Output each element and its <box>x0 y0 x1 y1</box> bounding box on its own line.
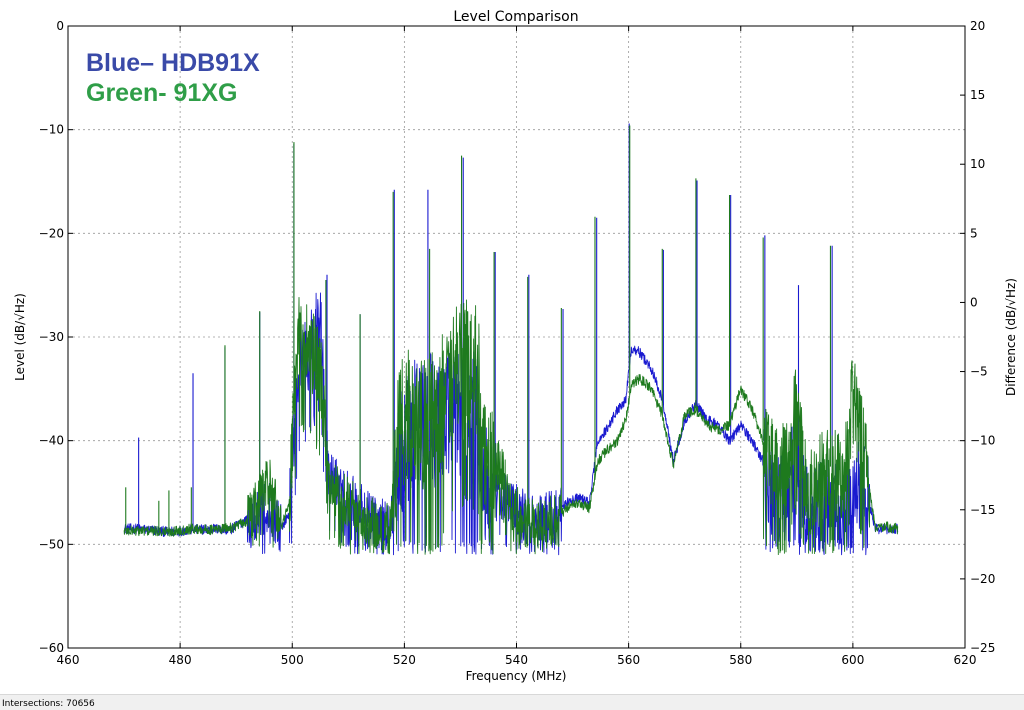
y-tick-label: 0 <box>56 19 64 33</box>
y2-tick-label: 15 <box>970 88 985 102</box>
y2-tick-label: 20 <box>970 19 985 33</box>
chart-title: Level Comparison <box>453 9 578 25</box>
x-tick-label: 580 <box>729 653 752 667</box>
y2-tick-label: −10 <box>970 434 995 448</box>
status-bar: Intersections: 70656 <box>0 694 1024 710</box>
x-tick-label: 620 <box>954 653 977 667</box>
y2-tick-label: 5 <box>970 226 978 240</box>
x-tick-label: 540 <box>505 653 528 667</box>
series-trace <box>123 296 899 556</box>
x-tick-label: 520 <box>393 653 416 667</box>
series-green-91xg <box>123 125 899 556</box>
y2-tick-label: 0 <box>970 295 978 309</box>
intersections-readout: Intersections: 70656 <box>2 699 95 709</box>
y-tick-label: −10 <box>39 123 64 137</box>
x-axis-label: Frequency (MHz) <box>466 669 567 683</box>
y-tick-label: −40 <box>39 434 64 448</box>
y-tick-label: −20 <box>39 226 64 240</box>
x-tick-label: 500 <box>281 653 304 667</box>
y-axis-label: Level (dB/√Hz) <box>13 293 27 381</box>
legend-entry-green: Green- 91XG <box>86 79 237 107</box>
x-tick-label: 480 <box>169 653 192 667</box>
y-tick-label: −30 <box>39 330 64 344</box>
chart-background <box>0 0 1024 694</box>
y-tick-label: −60 <box>39 641 64 655</box>
x-tick-label: 460 <box>57 653 80 667</box>
legend-entry-blue: Blue– HDB91X <box>86 49 260 77</box>
axis-ticks: 460 480 500 520 540 560 580 600 620−60−50−40−30−… <box>39 19 996 667</box>
plot-area <box>123 123 899 556</box>
x-tick-label: 560 <box>617 653 640 667</box>
y2-tick-label: −20 <box>970 572 995 586</box>
y2-tick-label: 10 <box>970 157 985 171</box>
y2-tick-label: −25 <box>970 641 995 655</box>
y2-tick-label: −15 <box>970 503 995 517</box>
y-tick-label: −50 <box>39 537 64 551</box>
y2-tick-label: −5 <box>970 365 988 379</box>
x-tick-label: 600 <box>841 653 864 667</box>
y2-axis-label: Difference (dB/√Hz) <box>1004 278 1018 396</box>
grid <box>68 26 965 648</box>
level-comparison-chart: 460 480 500 520 540 560 580 600 620−60−50−40−30−… <box>0 0 1024 694</box>
